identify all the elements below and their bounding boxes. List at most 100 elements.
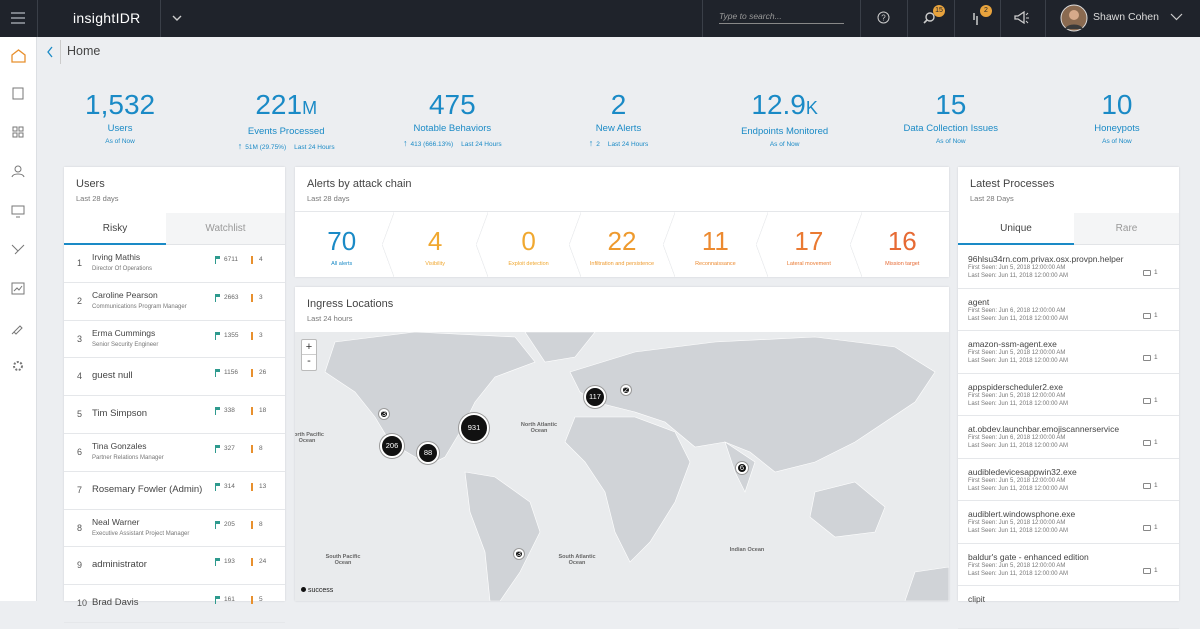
user-row[interactable]: 3 Erma Cummings Senior Security Engineer 13… — [64, 321, 285, 359]
period: Last 24 Hours — [294, 144, 335, 151]
process-name: baldur's gate - enhanced edition — [968, 551, 1089, 562]
nav-assets[interactable] — [11, 205, 25, 215]
ocean-label: North Pacific Ocean — [295, 432, 324, 444]
cluster[interactable]: 88 — [417, 442, 439, 464]
process-row[interactable]: audibledevicesappwin32.exe First Seen: Ju… — [958, 459, 1179, 501]
nav-investigations[interactable] — [11, 244, 25, 255]
process-row[interactable]: amazon-ssm-agent.exe First Seen: Jun 5, 2… — [958, 331, 1179, 374]
nav-users[interactable] — [14, 165, 22, 173]
alert-icon — [251, 596, 255, 605]
map[interactable]: + - success 117 2 3 931 206 88 6 3 North Pacific… — [295, 332, 949, 601]
zoom-in[interactable]: + — [302, 340, 316, 355]
tab[interactable]: Unique — [958, 213, 1074, 245]
search-box[interactable]: Type to search... — [719, 11, 844, 24]
process-row[interactable]: clipit — [958, 586, 1179, 629]
nav-reports[interactable] — [11, 282, 25, 295]
rank: 10 — [77, 598, 88, 609]
nav-dashboards[interactable] — [12, 126, 24, 138]
user-row[interactable]: 1 Irving Mathis Director Of Operations 6711… — [64, 245, 285, 283]
tab[interactable]: Watchlist — [166, 213, 285, 245]
ocean-label: Indian Ocean — [729, 547, 765, 553]
user-name[interactable]: Shawn Cohen — [1093, 11, 1159, 23]
alert-count: 18 — [259, 407, 267, 415]
stat: 15 Data Collection Issues As of Now — [876, 88, 1026, 145]
stage[interactable]: 16 Mission target — [849, 212, 949, 277]
stage[interactable]: 22 Infiltration and persistence — [569, 212, 668, 277]
nav-tools[interactable] — [11, 325, 23, 335]
nav-settings[interactable] — [13, 361, 23, 371]
user-role: Director Of Operations — [92, 266, 153, 272]
rank: 8 — [77, 522, 83, 533]
alert-count: 26 — [259, 369, 267, 377]
stage[interactable]: 0 Exploit detection — [475, 212, 575, 277]
flag-icon — [215, 520, 220, 529]
breadcrumb: Home — [67, 44, 101, 58]
user-menu[interactable] — [1170, 13, 1183, 21]
process-name: clipit — [968, 594, 986, 604]
process-row[interactable]: audiblert.windowsphone.exe First Seen: Ju… — [958, 501, 1179, 544]
cluster[interactable]: 117 — [584, 386, 606, 408]
process-row[interactable]: at.obdev.launchbar.emojiscannerservice Fi… — [958, 416, 1179, 459]
stat-value: 10 — [1042, 88, 1192, 122]
cluster[interactable]: 3 — [514, 549, 524, 559]
stage[interactable]: 70 All alerts — [295, 212, 388, 277]
alert-icon — [251, 520, 255, 529]
first-seen: First Seen: Jun 6, 2018 12:00:00 AM — [968, 307, 1066, 314]
user-row[interactable]: 9 administrator 193 24 — [64, 547, 285, 586]
cluster[interactable]: 206 — [380, 434, 404, 458]
stat-label: Endpoints Monitored — [741, 126, 829, 137]
menu-icon[interactable] — [11, 12, 25, 24]
back-arrow[interactable] — [46, 46, 54, 58]
badge: 15 — [933, 5, 945, 17]
process-row[interactable]: 96hlsu34rn.com.privax.osx.provpn.helper F… — [958, 246, 1179, 289]
process-row[interactable]: baldur's gate - enhanced edition First Se… — [958, 544, 1179, 586]
page: {"topbar":{"brand":"insightIDR","search_… — [0, 0, 1200, 609]
help-icon[interactable]: ? — [877, 11, 890, 24]
user-row[interactable]: 7 Rosemary Fowler (Admin) 314 13 — [64, 472, 285, 510]
process-name: audibledevicesappwin32.exe — [968, 466, 1077, 477]
user-row[interactable]: 6 Tina Gonzales Partner Relations Manager 3… — [64, 434, 285, 472]
cluster[interactable]: 2 — [621, 385, 631, 395]
zoom-out[interactable]: - — [307, 355, 311, 367]
avatar[interactable] — [1060, 4, 1088, 32]
nav-search[interactable] — [12, 87, 24, 100]
stat-value: 1,532 — [45, 88, 195, 122]
cluster[interactable]: 931 — [459, 413, 489, 443]
alert-count: 24 — [259, 558, 267, 566]
process-row[interactable]: agent First Seen: Jun 6, 2018 12:00:00 AM… — [958, 289, 1179, 331]
alert-icon[interactable] — [971, 12, 981, 25]
alert-count: 8 — [259, 520, 263, 528]
last-seen: Last Seen: Jun 11, 2018 12:00:00 AM — [968, 443, 1068, 449]
user-row[interactable]: 8 Neal Warner Executive Assistant Project … — [64, 510, 285, 548]
stat-sub: As of Now — [710, 141, 860, 148]
announce-icon[interactable] — [1014, 11, 1029, 24]
user-name: Brad Davis — [92, 597, 139, 609]
user-role: Partner Relations Manager — [92, 455, 164, 461]
cluster[interactable]: 3 — [379, 409, 389, 419]
cluster[interactable]: 6 — [736, 462, 748, 474]
tab[interactable]: Rare — [1074, 213, 1179, 245]
user-row[interactable]: 5 Tim Simpson 338 18 — [64, 396, 285, 434]
dropdown[interactable] — [172, 14, 182, 22]
stage[interactable]: 4 Visibility — [382, 212, 481, 277]
user-row[interactable]: 4 guest null 1156 26 — [64, 358, 285, 397]
panel-title: Ingress Locations — [307, 298, 394, 310]
nav-home[interactable] — [11, 49, 26, 63]
stat-sub: As of Now — [45, 138, 195, 145]
tab[interactable]: Risky — [64, 213, 166, 245]
flag-count: 193 — [224, 558, 235, 566]
stage[interactable]: 17 Lateral movement — [756, 212, 855, 277]
user-row[interactable]: 2 Caroline Pearson Communications Program … — [64, 283, 285, 321]
flag-count: 314 — [224, 482, 235, 490]
search-icon[interactable] — [923, 12, 935, 24]
chevron — [569, 212, 582, 277]
last-seen: Last Seen: Jun 11, 2018 12:00:00 AM — [968, 400, 1068, 407]
stage-label: All alerts — [331, 261, 353, 267]
stage[interactable]: 11 Reconnaissance — [662, 212, 762, 277]
process-row[interactable]: appspiderscheduler2.exe First Seen: Jun 5… — [958, 374, 1179, 416]
user-name: Erma Cummings — [92, 327, 156, 338]
rank: 4 — [77, 371, 83, 382]
user-row[interactable]: 10 Brad Davis 161 5 — [64, 585, 285, 623]
panel-title: Users — [76, 178, 105, 190]
flag-icon — [215, 407, 220, 416]
